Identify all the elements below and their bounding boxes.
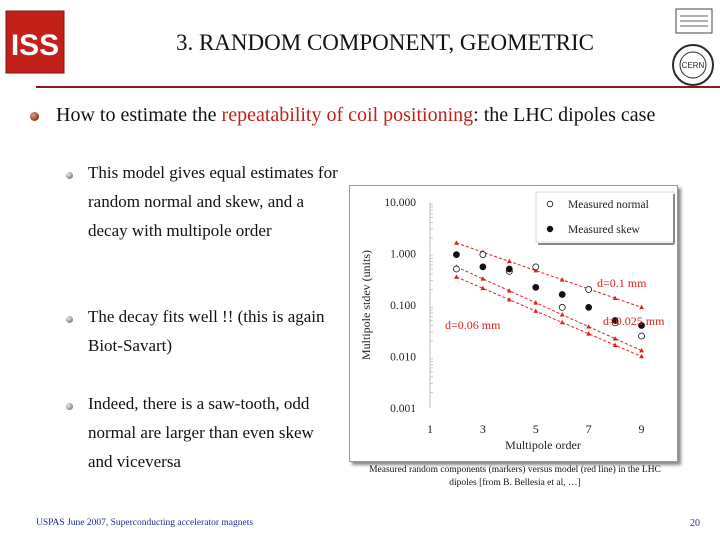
model-marker	[454, 240, 459, 245]
model-marker	[480, 285, 486, 291]
lead-bullet-text: How to estimate the repeatability of coi…	[56, 101, 696, 130]
page-number: 20	[690, 518, 700, 529]
x-axis-label: Multipole order	[505, 438, 581, 452]
y-tick-label: 0.100	[390, 300, 416, 312]
legend-frame	[535, 191, 675, 243]
model-annotation: d=0.025 mm	[603, 314, 665, 328]
model-marker	[559, 277, 565, 282]
magnet-program-logo	[672, 5, 716, 37]
model-annotation: d=0.06 mm	[445, 318, 501, 332]
x-tick-label: 5	[533, 422, 539, 436]
skew-point	[611, 317, 619, 324]
model-line	[456, 242, 642, 308]
svg-text:CERN: CERN	[682, 61, 705, 70]
model-marker	[533, 308, 539, 313]
sub-point-2: The decay fits well !! (this is again Bi…	[88, 307, 325, 355]
model-marker	[639, 353, 644, 359]
x-tick-label: 9	[639, 422, 645, 436]
model-marker	[533, 300, 539, 305]
x-tick-label: 1	[427, 422, 433, 436]
normal-point	[532, 263, 540, 271]
normal-point	[585, 286, 593, 293]
x-tick-label: 7	[586, 422, 592, 436]
skew-point	[479, 263, 487, 271]
y-axis-label: Multipole stdev (units)	[359, 250, 373, 360]
sub-bullet-icon	[66, 316, 73, 323]
skew-point	[505, 265, 513, 273]
y-tick-label: 1.000	[390, 249, 416, 261]
model-marker	[639, 348, 644, 353]
model-marker	[559, 312, 565, 317]
chart-legend: Measured normal Measured skew	[535, 191, 675, 245]
normal-point	[638, 332, 645, 340]
model-line	[456, 276, 642, 357]
institution-logo: ISS	[4, 8, 66, 76]
title-divider	[36, 86, 720, 88]
skew-point	[558, 291, 566, 298]
model-marker	[559, 319, 565, 325]
model-marker	[612, 342, 618, 347]
model-marker	[612, 295, 618, 300]
figure-caption: Measured random components (markers) ver…	[369, 465, 661, 488]
skew-point	[638, 322, 645, 329]
model-marker	[612, 336, 618, 341]
skew-point	[532, 283, 540, 291]
model-marker	[586, 331, 592, 336]
normal-point	[479, 251, 487, 259]
slide-title: 3. RANDOM COMPONENT, GEOMETRIC	[175, 30, 595, 55]
x-tick-label: 3	[480, 422, 486, 436]
model-annotation: d=0.1 mm	[597, 276, 647, 290]
sub-bullet-icon	[66, 172, 73, 179]
model-line	[456, 266, 642, 352]
chart-canvas: 10.000 1.000 0.100 0.010 0.001 1 3 5 7 9 Multipole…	[359, 191, 675, 452]
footer-course: USPAS June 2007, Superconducting acceler…	[36, 518, 254, 528]
model-marker	[454, 274, 459, 279]
skew-point	[453, 251, 460, 259]
sub-point-3: Indeed, there is a saw-tooth, odd normal…	[88, 394, 314, 471]
normal-point	[558, 303, 566, 311]
sub-point-1: This model gives equal estimates for ran…	[88, 163, 338, 240]
multipole-chart: 10.000 1.000 0.100 0.010 0.001 1 3 5 7 9 Multipole…	[349, 185, 678, 462]
svg-text:ISS: ISS	[11, 29, 59, 62]
cern-logo: CERN	[670, 42, 716, 88]
y-tick-label: 10.000	[384, 197, 416, 209]
bullet-icon	[30, 112, 39, 121]
model-marker	[506, 258, 512, 264]
skew-point	[585, 303, 593, 311]
model-marker	[480, 276, 486, 281]
model-marker	[586, 324, 592, 329]
model-marker	[506, 297, 512, 302]
model-marker	[506, 288, 512, 293]
lead-prefix: How to estimate the	[56, 104, 222, 126]
legend-label: Measured skew	[568, 224, 641, 236]
y-tick-label: 0.001	[390, 403, 416, 415]
legend-normal-marker	[546, 200, 554, 208]
sub-bullet-icon	[66, 403, 73, 410]
normal-point	[453, 265, 460, 273]
y-tick-label: 0.010	[390, 352, 416, 364]
model-marker	[639, 304, 644, 310]
legend-label: Measured normal	[568, 199, 649, 211]
lead-suffix: : the LHC dipoles case	[473, 104, 656, 126]
lead-highlight: repeatability of coil positioning	[221, 104, 474, 126]
legend-skew-marker	[546, 225, 554, 233]
